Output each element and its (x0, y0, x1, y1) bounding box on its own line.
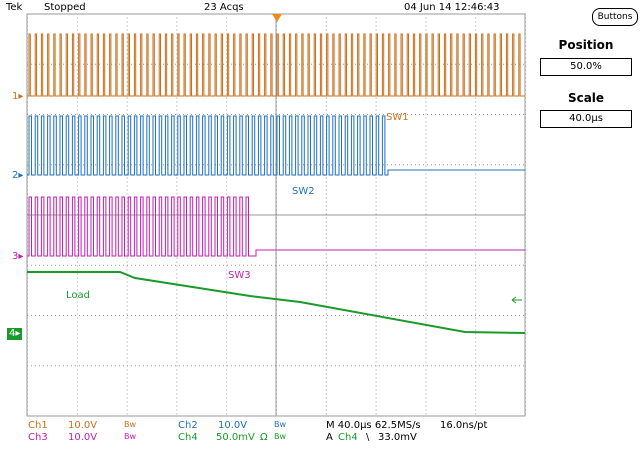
trigger-channel[interactable]: Ch4 (338, 432, 358, 443)
ch2-ground-marker[interactable]: 2▸ (12, 170, 24, 181)
ch1-ground-marker[interactable]: 1▸ (12, 91, 24, 102)
ch4-bw: Bw (274, 432, 287, 441)
ch4-ohm: Ω (260, 432, 268, 443)
ch3-volts[interactable]: 10.0V (68, 432, 98, 443)
scale-value[interactable]: 40.0μs (540, 110, 632, 128)
date-time: 04 Jun 14 12:46:43 (404, 2, 500, 13)
sw1-label: SW1 (386, 112, 409, 123)
ch4-waveform (27, 271, 526, 334)
acquisition-count: 23 Acqs (204, 2, 244, 13)
position-value[interactable]: 50.0% (540, 58, 632, 76)
ch4-volts[interactable]: 50.0mV (216, 432, 255, 443)
trigger-source-label: A (326, 432, 333, 443)
ch2-volts[interactable]: 10.0V (218, 420, 248, 431)
timebase-readout[interactable]: M 40.0μs 62.5MS/s (326, 420, 421, 431)
scale-label: Scale (567, 91, 605, 105)
brand-label: Tek (6, 2, 23, 13)
ch3-ground-marker[interactable]: 3▸ (12, 251, 24, 262)
ch3-bw: Bw (124, 432, 137, 441)
ch1-volts[interactable]: 10.0V (68, 420, 98, 431)
position-label: Position (558, 38, 614, 52)
ch3-waveform (27, 196, 525, 257)
ch1-name[interactable]: Ch1 (28, 420, 48, 431)
trigger-slope-icon: \ (366, 432, 370, 443)
trigger-level-icon (511, 296, 522, 304)
sw3-label: SW3 (228, 270, 251, 281)
resolution-readout: 16.0ns/pt (440, 420, 488, 431)
ch4-ground-marker[interactable]: 4▸ (7, 328, 23, 340)
ch2-name[interactable]: Ch2 (178, 420, 198, 431)
ch3-name[interactable]: Ch3 (28, 432, 48, 443)
ch1-bw: Bw (124, 420, 137, 429)
ch4-name[interactable]: Ch4 (178, 432, 198, 443)
trigger-level[interactable]: 33.0mV (378, 432, 417, 443)
sw2-label: SW2 (292, 186, 315, 197)
buttons-button[interactable]: Buttons (592, 8, 638, 26)
ch2-waveform (27, 115, 525, 176)
ch1-waveform (27, 33, 525, 97)
acquisition-state: Stopped (44, 2, 86, 13)
ch2-bw: Bw (274, 420, 287, 429)
trigger-position-icon (272, 14, 282, 22)
load-label: Load (66, 290, 90, 301)
